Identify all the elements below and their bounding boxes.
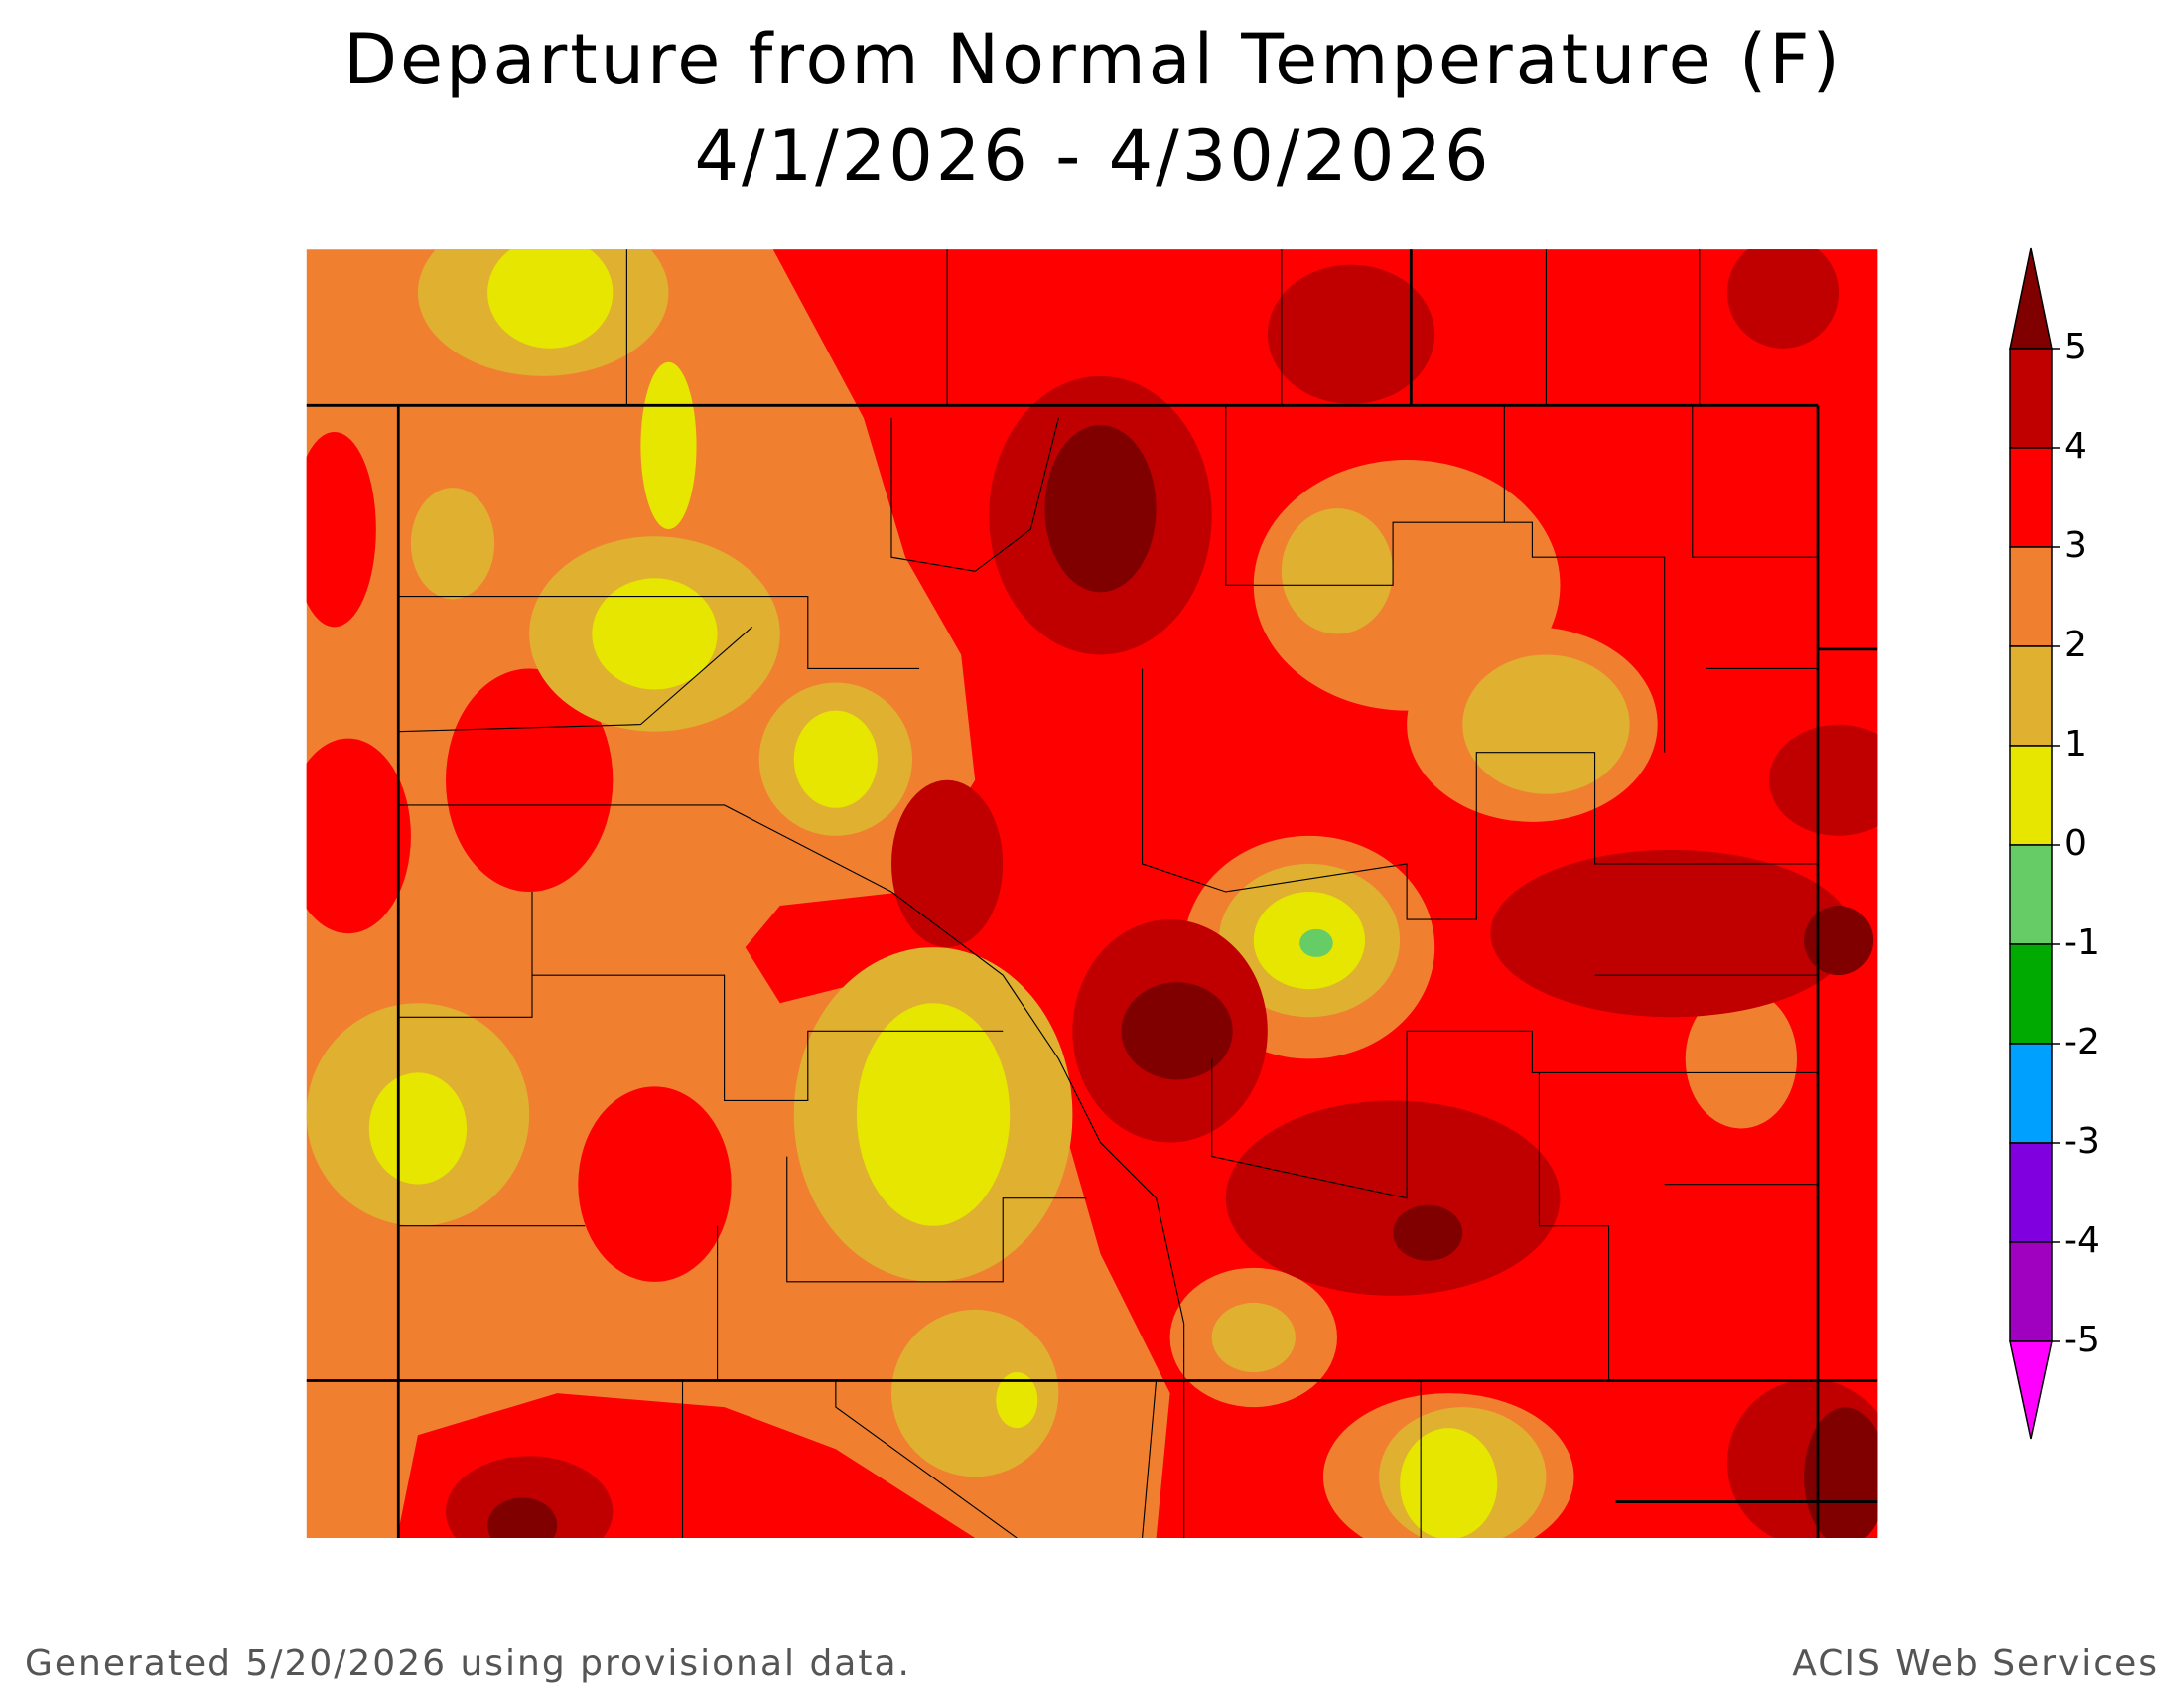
county-line <box>835 1380 1018 1539</box>
shade-region <box>996 1372 1038 1429</box>
county-line <box>398 626 753 733</box>
shade-region <box>1211 1302 1296 1373</box>
county-line <box>531 974 1004 1102</box>
colorbar-box <box>2009 1043 2053 1144</box>
colorbar: 5 4 3 2 1 0 -1 -2 -3 -4 -5 <box>2009 247 2100 1440</box>
footer-right: ACIS Web Services <box>1792 1643 2159 1684</box>
shade-region <box>1804 1407 1878 1539</box>
county-line <box>1538 1072 1610 1381</box>
shade-region <box>445 668 614 892</box>
county-line <box>1692 405 1819 558</box>
colorbar-box <box>2009 645 2053 747</box>
shade-region <box>306 431 376 628</box>
shade-region <box>1462 654 1630 794</box>
shade-region <box>1267 264 1435 404</box>
shade-region <box>1393 1204 1463 1261</box>
county-line <box>398 891 533 1018</box>
shade-region <box>1726 249 1840 349</box>
colorbar-label: -1 <box>2064 922 2100 963</box>
colorbar-box <box>2009 447 2053 548</box>
county-line <box>1211 1030 1819 1199</box>
shade-region <box>592 578 718 690</box>
shade-region <box>1281 508 1394 634</box>
shade-region <box>410 488 495 600</box>
shade-region <box>1299 928 1333 957</box>
shade-region <box>1804 906 1874 976</box>
county-line <box>398 804 1185 1539</box>
colorbar-box <box>2009 943 2053 1045</box>
footer-left: Generated 5/20/2026 using provisional da… <box>25 1643 911 1684</box>
colorbar-label: 5 <box>2064 327 2087 367</box>
shade-region <box>1121 982 1233 1080</box>
shade-region <box>1044 424 1157 593</box>
county-line <box>786 1156 1087 1283</box>
shade-region <box>306 738 411 934</box>
colorbar-box <box>2009 844 2053 945</box>
shade-region <box>890 779 1004 948</box>
county-line <box>1141 1380 1158 1539</box>
colorbar-box <box>2009 348 2053 449</box>
shade-region <box>1490 849 1853 1018</box>
title: Departure from Normal Temperature (F) <box>343 19 1843 100</box>
shade-region <box>890 1309 1059 1477</box>
shade-region <box>368 1072 468 1185</box>
colorbar-label: 4 <box>2064 426 2087 467</box>
shade-region <box>1400 1428 1498 1539</box>
map <box>306 249 1878 1539</box>
colorbar-box <box>2009 1142 2053 1243</box>
county-line <box>398 595 920 670</box>
colorbar-label: 1 <box>2064 724 2087 765</box>
colorbar-box <box>2009 745 2053 846</box>
shade-region <box>1225 1100 1561 1296</box>
shade-region <box>1685 989 1797 1129</box>
shade-region <box>640 361 697 530</box>
colorbar-label: -5 <box>2064 1320 2100 1360</box>
shade-region <box>856 1003 1011 1226</box>
colorbar-cap <box>2009 247 2053 350</box>
colorbar-label: -4 <box>2064 1220 2100 1261</box>
county-line <box>1141 668 1819 920</box>
colorbar-label: -2 <box>2064 1022 2100 1062</box>
shade-region <box>487 249 614 349</box>
colorbar-cap <box>2009 1340 2053 1440</box>
shade-region <box>1768 724 1878 836</box>
subtitle: 4/1/2026 - 4/30/2026 <box>694 115 1491 197</box>
county-line <box>1225 405 1666 753</box>
colorbar-label: 0 <box>2064 823 2087 864</box>
shade-region <box>578 1086 732 1282</box>
shade-region <box>487 1497 558 1539</box>
colorbar-label: 3 <box>2064 525 2087 566</box>
county-line <box>890 417 1059 572</box>
colorbar-box <box>2009 1241 2053 1342</box>
shade-region <box>793 710 878 808</box>
colorbar-box <box>2009 546 2053 647</box>
colorbar-label: -3 <box>2064 1121 2100 1162</box>
shade-region <box>446 1456 614 1539</box>
colorbar-label: 2 <box>2064 625 2087 665</box>
